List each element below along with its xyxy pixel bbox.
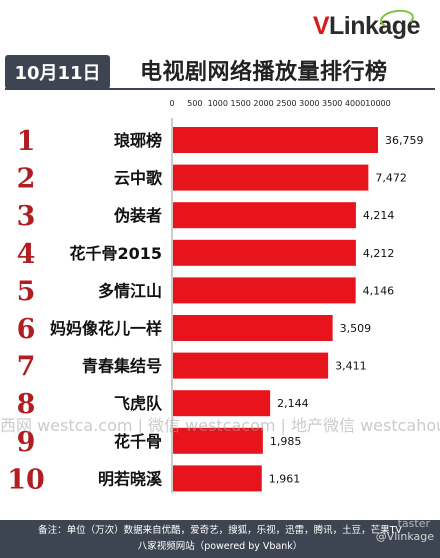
wechat-tag: taster [397, 517, 430, 530]
category-label: 伪装者 [113, 206, 162, 225]
title-divider [5, 88, 435, 90]
category-label: 多情江山 [98, 281, 162, 300]
category-label: 妈妈像花儿一样 [50, 319, 162, 338]
footer-line-1: 备注：单位（万次）数据来自优酷，爱奇艺，搜狐，乐视，迅雷，腾讯，土豆，芒果TV [38, 525, 402, 536]
bar [173, 427, 263, 454]
value-label: 2,144 [277, 397, 309, 410]
category-label: 琅琊榜 [114, 131, 162, 150]
wechat-credit: @Vlinkage [375, 530, 434, 543]
x-tick-label: 500 [187, 99, 202, 108]
rank-number: 5 [17, 276, 36, 307]
value-label: 4,212 [363, 247, 395, 260]
x-tick-label: 10000 [365, 99, 390, 108]
bar [173, 127, 378, 153]
value-label: 4,214 [363, 209, 395, 222]
bar [173, 202, 356, 229]
category-label: 花千骨 [114, 432, 162, 451]
bar-chart: 0 500 1000 1500 2000 2500 3000 3500 4000 10000 1 琅琊… [7, 99, 424, 495]
rank-number: 8 [17, 389, 36, 420]
rank-number: 6 [17, 314, 36, 345]
watermark: 西网 westca.com | 微信 westcacom | 地产微信 west… [0, 416, 440, 435]
category-label: 明若晓溪 [98, 469, 163, 488]
value-label: 36,759 [385, 134, 424, 147]
bar [173, 352, 329, 379]
footer-note: 备注：单位（万次）数据来自优酷，爱奇艺，搜狐，乐视，迅雷，腾讯，土豆，芒果TV … [0, 520, 440, 558]
category-label: 飞虎队 [114, 394, 163, 413]
bar [173, 277, 356, 304]
x-tick-label: 2500 [276, 99, 296, 108]
category-label: 花千骨2015 [69, 244, 162, 263]
category-label: 云中歌 [114, 169, 163, 188]
rank-number: 10 [7, 464, 45, 495]
category-label: 青春集结号 [82, 357, 162, 376]
x-tick-label: 3000 [299, 99, 319, 108]
rank-number: 1 [17, 126, 36, 157]
page-title: 电视剧网络播放量排行榜 [140, 60, 388, 85]
x-tick-label: 4000 [345, 99, 365, 108]
date-badge: 10月11日 [5, 55, 110, 89]
value-label: 1,961 [269, 472, 301, 485]
bar [173, 390, 271, 417]
rank-number: 2 [17, 164, 36, 195]
x-tick-label: 0 [169, 99, 174, 108]
brand-logo: VLinkage [312, 12, 421, 40]
rank-number: 4 [17, 239, 36, 270]
x-tick-label: 3500 [322, 99, 342, 108]
value-label: 3,509 [340, 322, 372, 335]
footer-line-2: 八家视频网站（powered by Vbank） [137, 541, 303, 552]
rank-number: 7 [17, 352, 36, 383]
bar [173, 315, 333, 341]
rank-number: 9 [17, 427, 36, 458]
x-tick-label: 2000 [253, 99, 273, 108]
x-tick-label: 1500 [230, 99, 250, 108]
x-tick-label: 1000 [208, 99, 228, 108]
bar [173, 465, 262, 492]
bar [173, 164, 369, 191]
bar [173, 239, 356, 266]
rank-number: 3 [17, 201, 36, 232]
value-label: 4,146 [363, 284, 395, 297]
value-label: 1,985 [270, 435, 302, 448]
value-label: 3,411 [335, 360, 367, 373]
value-label: 7,472 [375, 172, 407, 185]
